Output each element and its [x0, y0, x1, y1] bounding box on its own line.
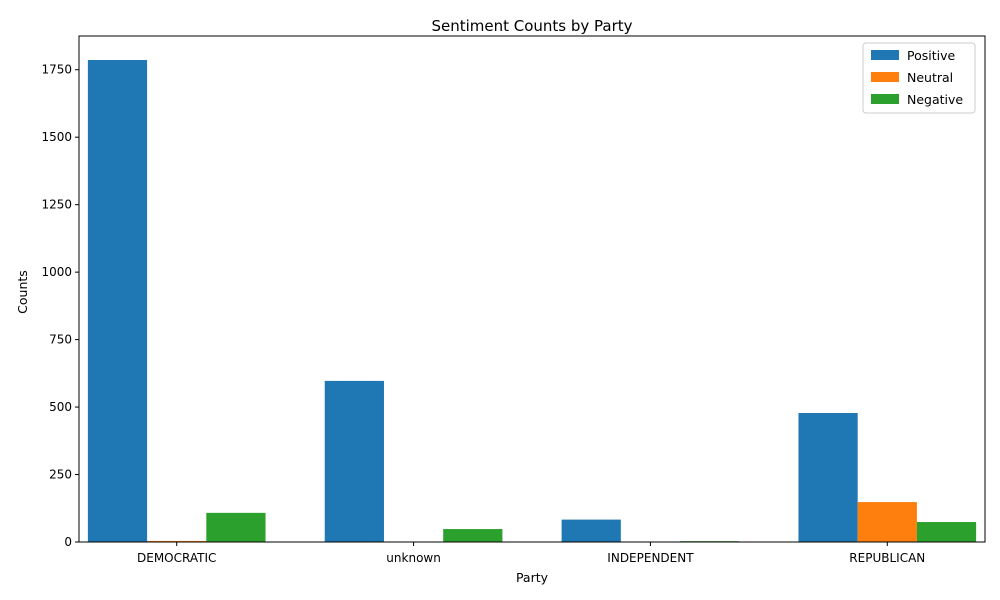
bar-positive-unknown	[324, 380, 384, 542]
x-tick-label: DEMOCRATIC	[137, 551, 216, 565]
legend: Positive Neutral Negative	[862, 42, 976, 114]
legend-label: Positive	[907, 48, 955, 63]
y-tick-label: 750	[49, 333, 72, 347]
bar-neutral-democratic	[147, 540, 207, 542]
y-axis-label: Counts	[15, 270, 30, 314]
x-tick-label: REPUBLICAN	[849, 551, 925, 565]
bar-positive-democratic	[87, 60, 148, 543]
y-tick-label: 500	[49, 400, 72, 414]
bar-negative-democratic	[206, 512, 266, 542]
bar-negative-unknown	[443, 529, 503, 542]
bar-neutral-republican	[857, 502, 917, 542]
bar-positive-independent	[561, 519, 621, 542]
y-tick-label: 1500	[41, 130, 72, 144]
series-neutral	[147, 502, 917, 542]
y-tick-label: 1250	[41, 198, 72, 212]
plot-area	[78, 35, 986, 543]
plot-frame	[78, 35, 986, 543]
legend-item-negative: Negative	[871, 92, 963, 107]
legend-item-positive: Positive	[871, 48, 955, 63]
series-positive	[87, 60, 858, 543]
x-tick-label: INDEPENDENT	[607, 551, 694, 565]
x-axis: DEMOCRATIC unknown INDEPENDENT REPUBLICAN	[137, 542, 925, 565]
y-axis: 0 250 500 750 1000 1250 1500 1750	[41, 63, 79, 549]
legend-swatch	[871, 94, 899, 104]
legend-item-neutral: Neutral	[871, 70, 953, 85]
legend-label: Negative	[907, 92, 963, 107]
y-tick-label: 1000	[41, 265, 72, 279]
chart-title: Sentiment Counts by Party	[431, 17, 632, 35]
legend-label: Neutral	[907, 70, 953, 85]
bar-positive-republican	[798, 413, 858, 542]
y-tick-label: 1750	[41, 63, 72, 77]
x-axis-label: Party	[516, 570, 549, 585]
series-negative	[206, 512, 977, 542]
y-tick-label: 0	[64, 535, 72, 549]
bar-negative-republican	[916, 522, 977, 542]
x-tick-label: unknown	[386, 551, 441, 565]
y-tick-label: 250	[49, 468, 72, 482]
legend-swatch	[871, 50, 899, 60]
legend-swatch	[871, 72, 899, 82]
